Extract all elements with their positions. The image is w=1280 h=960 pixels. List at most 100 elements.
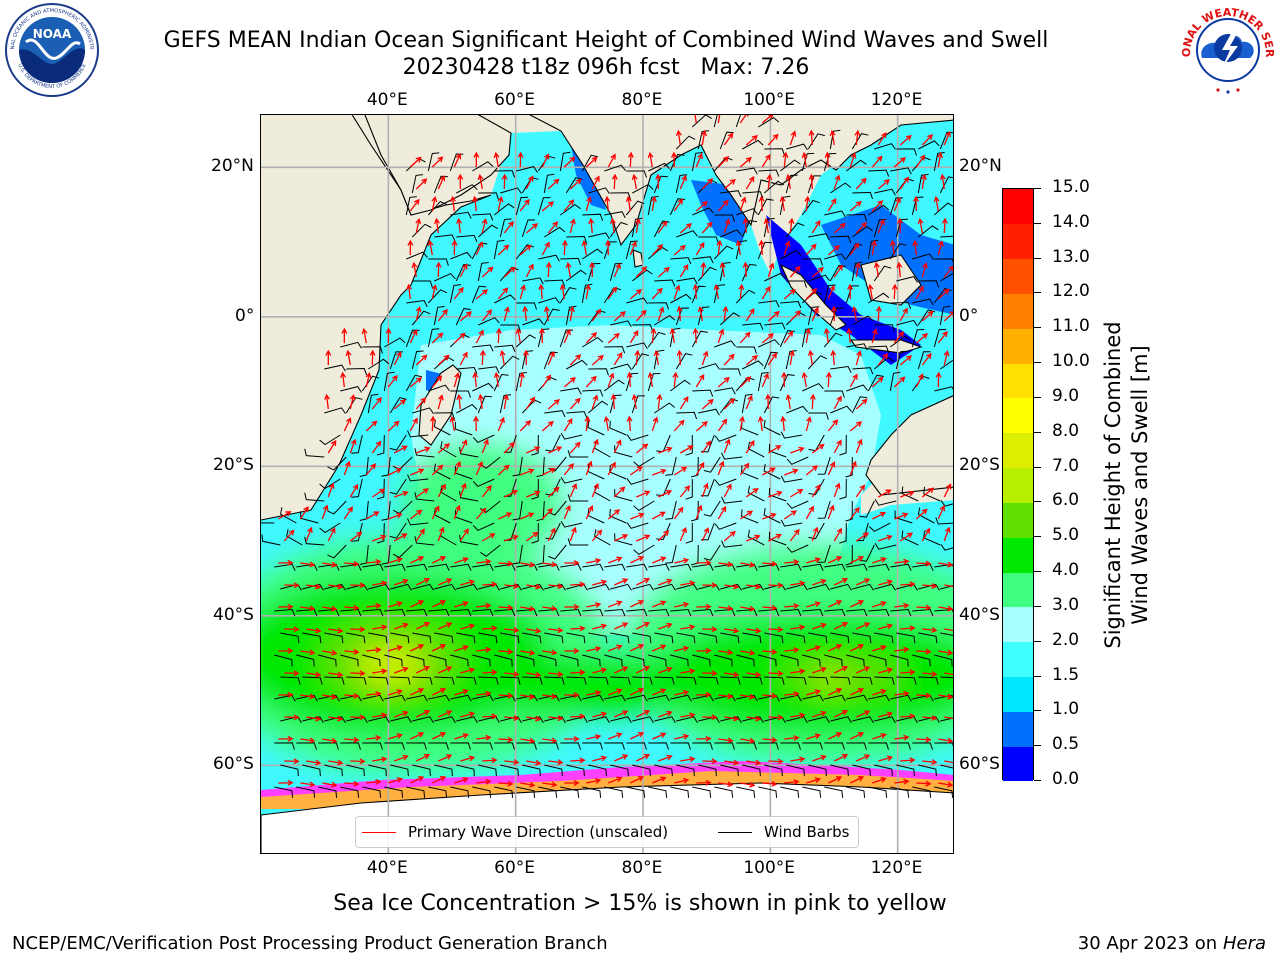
- wave-direction-arrow: [894, 512, 909, 520]
- wave-direction-arrow: [459, 528, 469, 542]
- wind-barb: [720, 190, 742, 198]
- wind-barb: [830, 235, 852, 243]
- wave-direction-arrow: [586, 602, 602, 608]
- wave-direction-arrow: [344, 604, 360, 611]
- wave-direction-arrow: [630, 731, 645, 740]
- wave-direction-arrow: [746, 759, 762, 766]
- wave-direction-arrow: [321, 504, 329, 520]
- wind-barb: [362, 563, 384, 571]
- wind-barb: [786, 632, 806, 644]
- wind-barb: [544, 716, 566, 724]
- colorbar-segment: [1003, 606, 1033, 643]
- wave-direction-arrow: [327, 527, 336, 542]
- wave-direction-arrow: [394, 578, 409, 586]
- wave-direction-arrow: [366, 602, 382, 609]
- colorbar-tick-mark: [1034, 501, 1041, 503]
- wind-barb: [675, 307, 690, 326]
- wave-direction-arrow: [479, 349, 486, 366]
- wind-barb: [648, 563, 670, 571]
- wave-direction-arrow: [284, 670, 300, 677]
- wave-direction-arrow: [460, 667, 476, 674]
- wind-barb: [456, 184, 478, 194]
- wave-direction-arrow: [717, 328, 725, 344]
- wave-direction-arrow: [454, 689, 469, 696]
- wave-direction-arrow: [437, 526, 445, 542]
- wind-barb: [846, 384, 868, 392]
- wind-barb: [406, 786, 426, 798]
- colorbar-segment: [1003, 502, 1033, 538]
- wind-barb: [852, 367, 874, 375]
- wind-barb: [918, 583, 940, 591]
- wave-direction-arrow: [481, 309, 493, 322]
- colorbar-tick-label: 12.0: [1052, 281, 1090, 302]
- wind-barb: [362, 346, 383, 354]
- wind-barb: [604, 563, 626, 571]
- wind-barb: [560, 476, 583, 484]
- wave-direction-arrow: [767, 310, 780, 322]
- wind-barb: [566, 359, 588, 370]
- wind-barb: [868, 742, 889, 750]
- wind-barb: [544, 583, 566, 591]
- wind-barb: [516, 742, 537, 750]
- wave-direction-arrow: [388, 777, 403, 784]
- wave-direction-arrow: [454, 733, 469, 740]
- wave-direction-arrow: [915, 508, 928, 520]
- wave-direction-arrow: [652, 644, 667, 652]
- wind-barb: [543, 173, 555, 194]
- wave-direction-arrow: [497, 287, 509, 300]
- wave-height-map: [261, 115, 953, 853]
- wave-direction-arrow: [789, 528, 800, 542]
- wind-barb: [851, 261, 863, 282]
- wave-direction-arrow: [856, 622, 871, 630]
- wave-direction-arrow: [559, 283, 566, 300]
- wave-direction-arrow: [696, 559, 712, 566]
- wave-direction-arrow: [811, 267, 824, 278]
- footer-credit: NCEP/EMC/Verification Post Processing Pr…: [12, 933, 608, 954]
- wave-direction-arrow: [300, 561, 316, 568]
- wave-direction-arrow: [393, 445, 408, 454]
- wind-barb: [480, 544, 501, 557]
- wind-barb: [846, 159, 867, 172]
- wave-direction-arrow: [745, 355, 758, 366]
- wave-direction-arrow: [806, 557, 821, 564]
- wind-barb: [763, 464, 781, 480]
- wave-direction-arrow: [563, 504, 571, 520]
- wave-direction-arrow: [453, 460, 461, 476]
- wave-direction-arrow: [604, 195, 611, 212]
- wind-barb: [917, 351, 931, 370]
- wave-direction-arrow: [916, 604, 932, 611]
- wave-direction-arrow: [812, 754, 827, 762]
- wave-direction-arrow: [366, 734, 382, 741]
- wave-direction-arrow: [652, 600, 667, 608]
- wave-direction-arrow: [608, 644, 623, 652]
- wind-barb: [319, 478, 341, 490]
- colorbar-segment: [1003, 432, 1033, 469]
- wind-barb: [603, 287, 621, 304]
- wind-barb: [692, 256, 714, 264]
- wind-barb: [868, 345, 890, 353]
- wave-direction-arrow: [680, 756, 696, 763]
- wave-direction-arrow: [365, 372, 372, 388]
- wave-direction-arrow: [411, 261, 418, 278]
- wind-barb: [874, 632, 894, 644]
- wind-barb: [543, 351, 558, 370]
- wind-barb: [714, 478, 737, 486]
- wind-barb: [846, 213, 868, 222]
- wave-direction-arrow: [784, 468, 799, 476]
- wave-direction-arrow: [723, 438, 731, 454]
- colorbar-tick-label: 11.0: [1052, 316, 1090, 337]
- wave-direction-arrow: [415, 217, 422, 234]
- wave-direction-arrow: [497, 196, 504, 212]
- wave-direction-arrow: [652, 468, 667, 476]
- wave-direction-arrow: [893, 331, 905, 344]
- wind-barb: [351, 522, 363, 542]
- wave-direction-arrow: [388, 468, 403, 476]
- wave-direction-arrow: [518, 371, 525, 388]
- wave-direction-arrow: [366, 778, 382, 785]
- wind-barb: [390, 764, 409, 777]
- wave-direction-arrow: [900, 757, 916, 764]
- wave-direction-arrow: [696, 603, 712, 610]
- wave-direction-arrow: [393, 399, 407, 410]
- wind-barb: [779, 374, 795, 392]
- wind-barb: [698, 632, 718, 644]
